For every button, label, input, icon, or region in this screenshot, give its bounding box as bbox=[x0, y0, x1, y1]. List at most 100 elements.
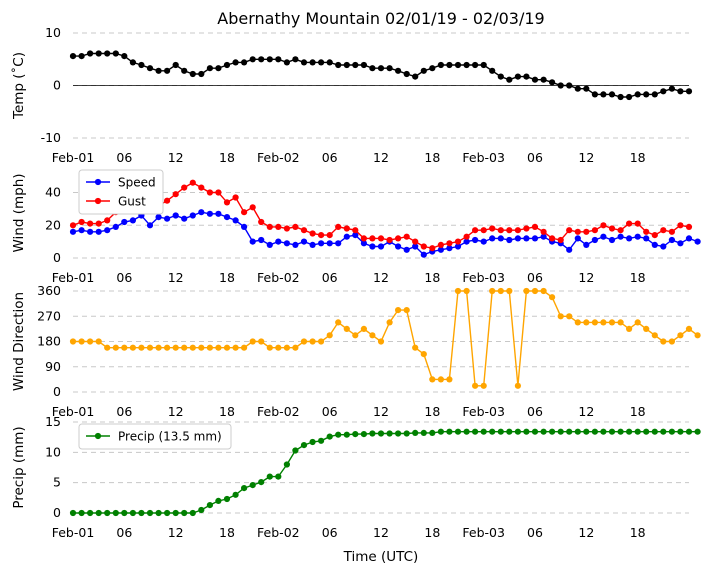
direction-data-point bbox=[454, 287, 462, 295]
precip-data-point bbox=[634, 428, 641, 435]
precip-data-point bbox=[181, 509, 188, 517]
wind-data-point bbox=[685, 223, 693, 230]
temp-data-point bbox=[660, 88, 667, 95]
precip-data-point bbox=[343, 431, 350, 438]
wind-data-point bbox=[454, 243, 462, 250]
wind-data-point bbox=[266, 241, 273, 248]
temp-data-point bbox=[146, 65, 154, 72]
precip-data-point bbox=[146, 509, 154, 517]
temp-data-point bbox=[283, 59, 290, 66]
direction-x-tick-label: 06 bbox=[116, 404, 132, 419]
precip-data-point bbox=[420, 429, 427, 436]
temp-data-point bbox=[300, 59, 308, 66]
temp-data-point bbox=[241, 59, 248, 66]
direction-x-tick-label: 12 bbox=[168, 404, 184, 419]
precip-data-point bbox=[138, 509, 145, 517]
temp-data-point bbox=[360, 61, 367, 69]
precip-data-point bbox=[583, 428, 590, 435]
direction-data-point bbox=[617, 319, 624, 326]
temp-data-point bbox=[497, 73, 504, 80]
wind-data-point bbox=[480, 227, 487, 234]
wind-data-point bbox=[489, 225, 496, 232]
precip-data-point bbox=[266, 473, 273, 480]
temp-data-point bbox=[412, 73, 419, 80]
precip-data-point bbox=[377, 430, 385, 437]
wind-data-point bbox=[343, 233, 350, 240]
direction-data-point bbox=[164, 344, 171, 351]
wind-data-point bbox=[352, 232, 359, 239]
precip-data-point bbox=[352, 431, 359, 438]
temp-x-tick-label: Feb-01 bbox=[52, 150, 95, 165]
wind-data-point bbox=[634, 233, 641, 240]
wind-data-point bbox=[583, 228, 590, 235]
wind-data-point bbox=[437, 246, 444, 253]
direction-data-point bbox=[318, 338, 325, 345]
direction-data-point bbox=[412, 344, 419, 351]
temp-data-point bbox=[420, 67, 427, 74]
wind-data-point bbox=[309, 230, 316, 237]
wind-data-point bbox=[129, 217, 136, 224]
precip-data-point bbox=[480, 428, 487, 435]
temp-data-point bbox=[78, 53, 85, 60]
precip-data-point bbox=[129, 509, 136, 517]
temp-panel: -10 0 10 Feb-01 06 12 18 Feb-02 06 12 18 Feb-03 06 12… bbox=[10, 25, 693, 165]
wind-data-point bbox=[164, 197, 171, 204]
wind-data-point bbox=[241, 223, 248, 230]
wind-data-point bbox=[300, 227, 308, 234]
temp-data-point bbox=[121, 53, 128, 60]
wind-data-point bbox=[523, 235, 530, 242]
temp-x-tick-label: 06 bbox=[527, 150, 543, 165]
temp-data-point bbox=[352, 61, 359, 69]
temp-data-point bbox=[583, 85, 590, 92]
wind-data-point bbox=[643, 228, 650, 235]
precip-data-point bbox=[206, 502, 213, 509]
precip-data-point bbox=[318, 437, 325, 444]
direction-x-tick-label: Feb-01 bbox=[52, 404, 95, 419]
wind-data-point bbox=[155, 214, 162, 221]
wind-data-point bbox=[523, 225, 530, 232]
wind-data-point bbox=[146, 222, 154, 229]
direction-data-point bbox=[583, 319, 590, 326]
precip-data-point bbox=[292, 447, 299, 454]
wind-x-tick-label: 18 bbox=[630, 270, 646, 285]
precip-data-point bbox=[463, 428, 470, 435]
direction-data-point bbox=[463, 287, 470, 295]
direction-data-point bbox=[78, 338, 85, 345]
temp-data-point bbox=[429, 65, 436, 72]
wind-x-tick-label: 06 bbox=[322, 270, 338, 285]
wind-data-point bbox=[608, 236, 616, 244]
wind-data-point bbox=[531, 223, 539, 230]
temp-x-tick-label: 06 bbox=[116, 150, 132, 165]
wind-data-point bbox=[335, 240, 342, 247]
wind-x-tick-label: 12 bbox=[168, 270, 184, 285]
precip-data-point bbox=[215, 497, 222, 504]
precip-x-tick-label: 06 bbox=[527, 525, 543, 540]
temp-data-point bbox=[403, 70, 410, 78]
wind-data-point bbox=[215, 189, 222, 196]
temp-data-point bbox=[292, 56, 299, 63]
temp-x-tick-label: 06 bbox=[322, 150, 338, 165]
temp-data-point bbox=[69, 53, 77, 60]
temp-data-point bbox=[223, 61, 231, 69]
temp-data-point bbox=[112, 50, 119, 57]
wind-data-point bbox=[566, 246, 573, 253]
wind-data-point bbox=[223, 199, 231, 206]
wind-data-point bbox=[360, 240, 367, 247]
wind-data-point bbox=[87, 228, 94, 235]
wind-x-tick-label: 18 bbox=[219, 270, 235, 285]
direction-data-point bbox=[155, 344, 162, 351]
wind-data-point bbox=[600, 222, 607, 229]
wind-y-tick-label: 20 bbox=[45, 217, 61, 232]
precip-data-point bbox=[446, 428, 453, 435]
direction-data-point bbox=[626, 325, 633, 332]
precip-data-point bbox=[626, 428, 633, 435]
wind-data-point bbox=[694, 238, 701, 245]
direction-data-point bbox=[223, 344, 231, 351]
direction-x-tick-label: 12 bbox=[578, 404, 594, 419]
precip-x-tick-label: 06 bbox=[322, 525, 338, 540]
precip-data-point bbox=[617, 428, 624, 435]
temp-data-point bbox=[104, 50, 111, 57]
precip-data-point bbox=[677, 428, 684, 435]
wind-data-point bbox=[617, 227, 624, 234]
precip-data-point bbox=[87, 509, 94, 517]
